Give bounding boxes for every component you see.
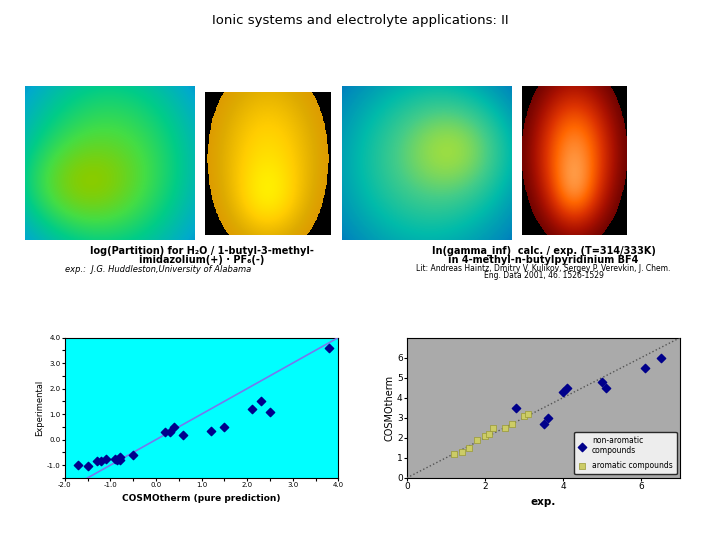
non-aromatic
compounds <box>538 420 549 428</box>
aromatic compounds <box>499 423 510 432</box>
Text: Ionic systems and electrolyte applications: II: Ionic systems and electrolyte applicatio… <box>212 14 508 27</box>
Text: exp.:  J.G. Huddleston,University of Alabama: exp.: J.G. Huddleston,University of Alab… <box>66 265 251 274</box>
Point <box>246 404 258 413</box>
Point <box>82 462 94 471</box>
aromatic compounds <box>456 448 467 456</box>
Point <box>114 453 125 462</box>
aromatic compounds <box>518 411 530 420</box>
aromatic compounds <box>448 449 459 458</box>
Point <box>255 397 266 406</box>
non-aromatic
compounds <box>510 403 522 412</box>
aromatic compounds <box>472 435 483 444</box>
Point <box>96 457 107 465</box>
aromatic compounds <box>487 423 498 432</box>
aromatic compounds <box>483 429 495 438</box>
Point <box>127 450 139 459</box>
Point <box>264 407 276 416</box>
Text: to Ionic Liquids: to Ionic Liquids <box>413 48 616 70</box>
non-aromatic
compounds <box>596 377 608 386</box>
Text: Without any modification, COSMO: Without any modification, COSMO <box>0 505 360 524</box>
Text: in 4-methyl-n-butylpyridinium BF4: in 4-methyl-n-butylpyridinium BF4 <box>449 254 639 265</box>
aromatic compounds <box>464 443 475 452</box>
Point <box>73 461 84 469</box>
Text: Applications of COSMO: Applications of COSMO <box>68 48 360 70</box>
Text: Eng. Data 2001, 46. 1526-1529: Eng. Data 2001, 46. 1526-1529 <box>484 271 603 280</box>
Point <box>100 455 112 463</box>
Text: ln(gamma_inf)  calc. / exp. (T=314/333K): ln(gamma_inf) calc. / exp. (T=314/333K) <box>432 246 655 256</box>
Y-axis label: COSMOtherm: COSMOtherm <box>384 375 394 441</box>
non-aromatic
compounds <box>639 363 651 372</box>
aromatic compounds <box>480 431 491 440</box>
Point <box>109 455 121 463</box>
Point <box>114 456 125 464</box>
aromatic compounds <box>522 409 534 418</box>
Point <box>164 428 176 436</box>
non-aromatic
compounds <box>600 383 612 392</box>
Point <box>159 428 171 436</box>
X-axis label: COSMOtherm (pure prediction): COSMOtherm (pure prediction) <box>122 494 281 503</box>
Text: imidazolium(+) · PF₆(-): imidazolium(+) · PF₆(-) <box>139 254 264 265</box>
Y-axis label: Experimental: Experimental <box>35 380 44 436</box>
non-aromatic
compounds <box>557 387 569 396</box>
non-aromatic
compounds <box>655 353 667 362</box>
Text: therm: therm <box>360 505 424 524</box>
Text: log(Partition) for H₂O / 1-butyl-3-methyl-: log(Partition) for H₂O / 1-butyl-3-methy… <box>90 246 313 256</box>
Point <box>112 456 123 464</box>
X-axis label: exp.: exp. <box>531 497 557 507</box>
Point <box>168 422 180 431</box>
Point <box>323 343 335 352</box>
Point <box>178 430 189 439</box>
aromatic compounds <box>507 420 518 428</box>
non-aromatic
compounds <box>541 414 553 422</box>
Text: appears to work well for Ionic Liquids: appears to work well for Ionic Liquids <box>407 505 720 524</box>
Text: therm: therm <box>360 48 436 70</box>
Point <box>205 427 217 435</box>
Point <box>91 457 102 465</box>
Text: Lit: Andreas Haintz, Dmitry V. Kulikov, Sergey P. Verevkin, J. Chem.: Lit: Andreas Haintz, Dmitry V. Kulikov, … <box>416 264 671 273</box>
Legend: non-aromatic
compounds, aromatic compounds: non-aromatic compounds, aromatic compoun… <box>575 432 677 474</box>
Point <box>219 422 230 431</box>
non-aromatic
compounds <box>562 383 573 392</box>
